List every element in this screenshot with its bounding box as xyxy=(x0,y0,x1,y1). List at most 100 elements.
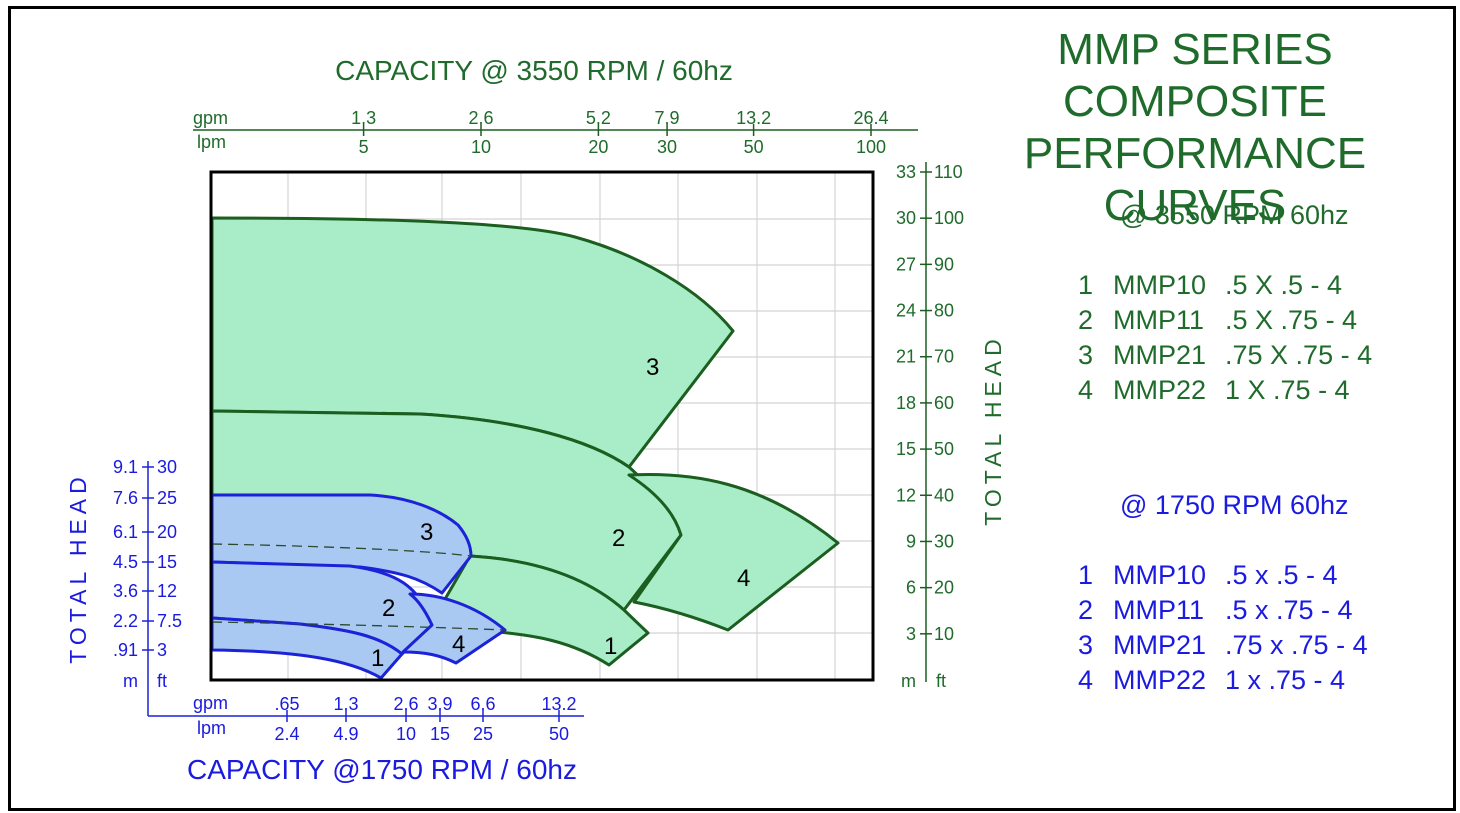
chart-title-line-2: PERFORMANCE CURVES xyxy=(1023,129,1367,230)
bottom-tick-gpm-1: 1.3 xyxy=(333,694,358,714)
chart-title-line-1: MMP SERIES COMPOSITE xyxy=(1057,25,1333,126)
top-tick-gpm-5: 26.4 xyxy=(853,108,888,128)
curve-1750-1 xyxy=(210,616,404,680)
right-tick-ft-1: 20 xyxy=(934,578,954,598)
right-tick-m-9: 30 xyxy=(896,208,916,228)
bottom-tick-lpm-3: 15 xyxy=(430,724,450,744)
left-tick-ft-0: 3 xyxy=(157,640,167,660)
label-3550-2: 2 xyxy=(612,525,625,552)
bottom-tick-lpm-1: 4.9 xyxy=(333,724,358,744)
right-tick-m-2: 9 xyxy=(906,531,916,551)
right-tick-ft-10: 110 xyxy=(934,162,963,182)
label-1750-1: 1 xyxy=(371,645,384,672)
right-tick-ft-8: 90 xyxy=(934,254,954,274)
left-tick-m-0: .91 xyxy=(113,640,138,660)
right-tick-ft-3: 40 xyxy=(934,485,954,505)
top-axis-unit-gpm: gpm xyxy=(193,108,228,128)
legend-model: MMP21 xyxy=(1113,340,1207,370)
legend-size: .5 x .5 - 4 xyxy=(1225,560,1338,590)
right-tick-m-5: 18 xyxy=(896,393,916,413)
top-tick-gpm-1: 2.6 xyxy=(468,108,493,128)
left-tick-m-6: 9.1 xyxy=(113,457,138,477)
left-tick-ft-4: 20 xyxy=(157,522,177,542)
legend-num: 2 xyxy=(1078,595,1094,625)
dashed-lines xyxy=(211,543,506,631)
top-tick-gpm-3: 7.9 xyxy=(655,108,680,128)
right-axis-title: TOTAL HEAD xyxy=(980,334,1006,525)
top-axis-title: CAPACITY @ 3550 RPM / 60hz xyxy=(335,55,733,86)
legend-size: 1 x .75 - 4 xyxy=(1225,665,1346,695)
bottom-axis: CAPACITY @1750 RPM / 60hz gpm lpm .65 2.4… xyxy=(148,693,584,785)
bottom-tick-lpm-2: 10 xyxy=(396,724,416,744)
left-tick-m-3: 4.5 xyxy=(113,552,138,572)
dashed-line-lower xyxy=(211,621,506,631)
label-3550-4: 4 xyxy=(737,565,750,592)
bottom-tick-gpm-3: 3.9 xyxy=(427,694,452,714)
label-1750-4: 4 xyxy=(452,631,465,658)
series-1750-areas xyxy=(210,493,507,680)
legend-size: .75 x .75 - 4 xyxy=(1225,630,1368,660)
top-tick-gpm-4: 13.2 xyxy=(736,108,771,128)
legend-model: MMP21 xyxy=(1113,630,1207,660)
dashed-line-upper xyxy=(211,543,472,557)
left-tick-m-2: 3.6 xyxy=(113,581,138,601)
legend-model: MMP22 xyxy=(1113,665,1207,695)
right-tick-ft-7: 80 xyxy=(934,301,954,321)
page-frame xyxy=(8,6,1456,811)
right-axis: TOTAL HEAD m ft 3 10 6 20 9 30 12 40 15 50 18 60 21 7… xyxy=(896,162,1006,691)
legend-model: MMP22 xyxy=(1113,375,1207,405)
curve-1750-3 xyxy=(210,493,473,595)
left-axis-ticks: .91 3 2.2 7.5 3.6 12 4.5 15 6.1 20 7.6 25 9.1 30 xyxy=(113,457,182,660)
legend-size: .75 X .75 - 4 xyxy=(1225,340,1373,370)
legend-model: MMP11 xyxy=(1113,595,1205,625)
top-tick-lpm-5: 100 xyxy=(856,137,886,157)
legend-num: 3 xyxy=(1078,340,1094,370)
top-axis: CAPACITY @ 3550 RPM / 60hz gpm lpm 1.3 5 2… xyxy=(193,55,918,157)
left-tick-ft-6: 30 xyxy=(157,457,177,477)
bottom-tick-lpm-4: 25 xyxy=(473,724,493,744)
bottom-tick-gpm-5: 13.2 xyxy=(541,694,576,714)
top-axis-ticks: 1.3 5 2.6 10 5.2 20 7.9 30 13.2 50 26.4 100 xyxy=(351,108,888,157)
left-axis-unit-m: m xyxy=(123,671,138,691)
bottom-axis-title: CAPACITY @1750 RPM / 60hz xyxy=(187,754,577,785)
left-tick-m-5: 7.6 xyxy=(113,488,138,508)
top-tick-gpm-0: 1.3 xyxy=(351,108,376,128)
right-tick-ft-9: 100 xyxy=(934,208,964,228)
right-tick-m-0: 3 xyxy=(906,624,916,644)
legend-1750-heading: @ 1750 RPM 60hz xyxy=(1120,490,1349,520)
right-tick-m-7: 24 xyxy=(896,301,916,321)
left-axis: TOTAL HEAD m ft .91 3 2.2 7.5 3.6 12 4.5 15 6.1 2… xyxy=(65,457,182,716)
left-axis-title: TOTAL HEAD xyxy=(65,472,91,663)
left-tick-m-1: 2.2 xyxy=(113,611,138,631)
legend-num: 4 xyxy=(1078,665,1094,695)
right-tick-ft-2: 30 xyxy=(934,531,954,551)
right-tick-ft-0: 10 xyxy=(934,624,954,644)
bottom-tick-gpm-0: .65 xyxy=(274,694,299,714)
bottom-tick-lpm-5: 50 xyxy=(549,724,569,744)
legend-num: 1 xyxy=(1078,270,1094,300)
legend-size: .5 X .5 - 4 xyxy=(1225,270,1343,300)
bottom-axis-unit-lpm: lpm xyxy=(197,718,226,738)
right-tick-m-10: 33 xyxy=(896,162,916,182)
series-3550-areas xyxy=(210,216,840,667)
legend-model: MMP10 xyxy=(1113,560,1207,590)
label-3550-3: 3 xyxy=(646,354,659,381)
bottom-axis-unit-gpm: gpm xyxy=(193,693,228,713)
top-tick-lpm-4: 50 xyxy=(744,137,764,157)
label-3550-1: 1 xyxy=(604,633,617,660)
bottom-tick-gpm-2: 2.6 xyxy=(393,694,418,714)
legend-num: 1 xyxy=(1078,560,1094,590)
right-tick-m-8: 27 xyxy=(896,254,916,274)
left-tick-ft-2: 12 xyxy=(157,581,177,601)
legend-size: .5 x .75 - 4 xyxy=(1225,595,1353,625)
left-tick-ft-5: 25 xyxy=(157,488,177,508)
curve-3550-1 xyxy=(428,554,650,667)
legend-num: 4 xyxy=(1078,375,1094,405)
label-1750-2: 2 xyxy=(382,595,395,622)
right-tick-ft-6: 70 xyxy=(934,347,954,367)
right-tick-m-1: 6 xyxy=(906,578,916,598)
right-tick-m-3: 12 xyxy=(896,485,916,505)
legend-num: 3 xyxy=(1078,630,1094,660)
legend-num: 2 xyxy=(1078,305,1094,335)
